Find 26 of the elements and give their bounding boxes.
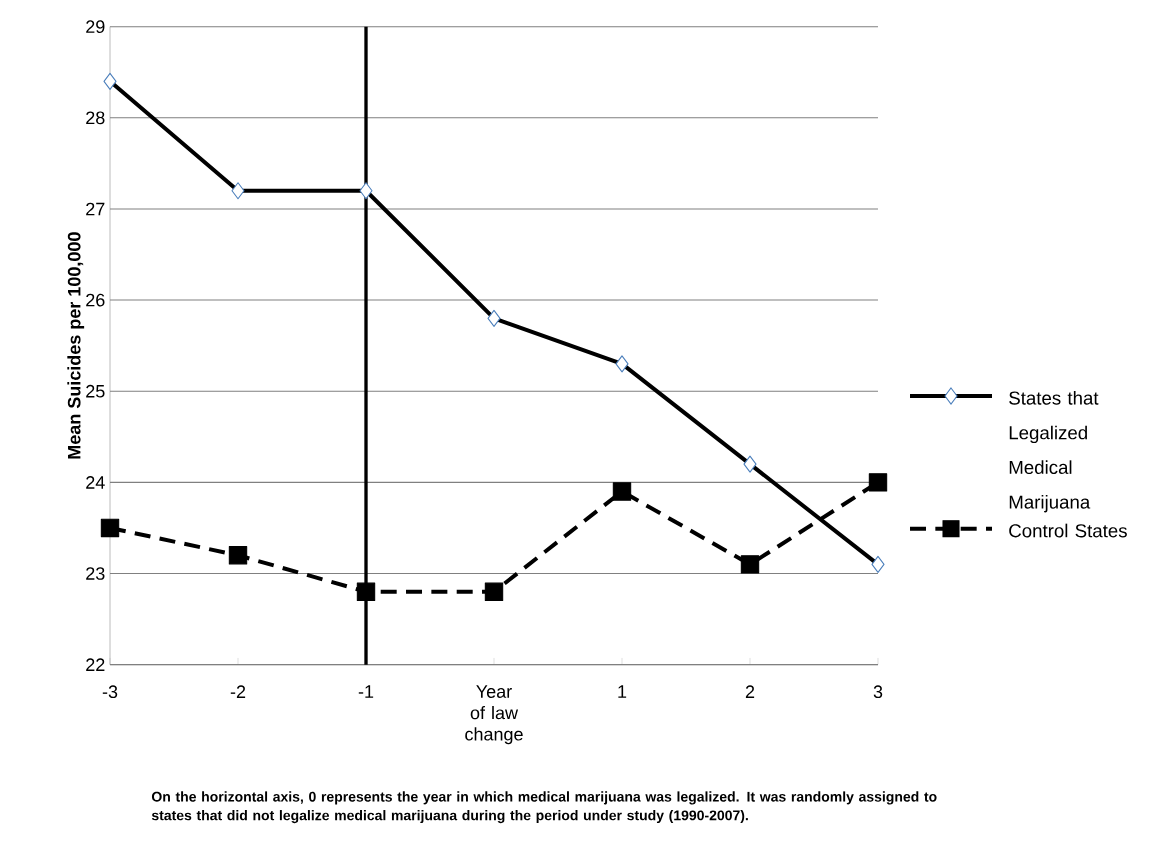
point	[356, 582, 376, 601]
x-tick-label: -1	[358, 685, 374, 698]
y-tick-label: 25	[86, 384, 105, 398]
point	[228, 546, 248, 565]
y-tick-label: 28	[86, 111, 105, 125]
point	[868, 473, 888, 492]
y-tick-label: 24	[86, 476, 105, 489]
y-tick-label: 23	[86, 567, 105, 580]
point	[740, 555, 760, 574]
y-tick-label: 26	[86, 293, 105, 307]
y-tick-label: 27	[86, 202, 105, 216]
x-tick-label: Year of law change	[465, 685, 523, 745]
x-tick-label: 3	[873, 685, 883, 699]
point	[612, 482, 632, 501]
text: On the horizontal axis, 0 represents the year in which medical marijuana was legalized. It was randomly assigned to states that did not legalize medical marijuana during the period under study (1990-2007).	[151, 791, 937, 824]
y-axis-title: Mean Suicides per 100,000	[67, 232, 85, 459]
x-tick-label: 2	[745, 685, 755, 698]
legend-label: States that Legalized Medical Marijuana	[1009, 390, 1099, 513]
y-tick-label: 22	[86, 658, 105, 671]
point	[484, 582, 504, 601]
x-tick-label: 1	[618, 685, 627, 698]
legend-label: Control States	[1009, 523, 1127, 538]
x-tick-label: -2	[230, 685, 246, 698]
point	[100, 518, 120, 538]
x-tick-label: -3	[102, 685, 118, 699]
y-tick-label: 29	[86, 20, 105, 34]
